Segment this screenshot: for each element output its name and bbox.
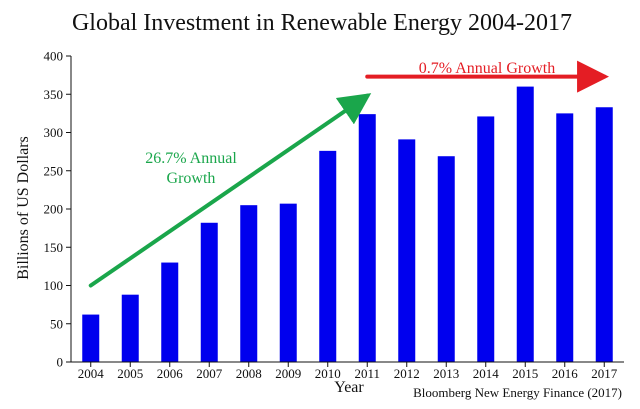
- x-tick-label-2005: 2005: [117, 366, 143, 381]
- bar-2005: [121, 294, 139, 362]
- y-tick-label-350: 350: [44, 87, 64, 102]
- bar-2014: [477, 116, 495, 362]
- chart-title: Global Investment in Renewable Energy 20…: [72, 10, 572, 36]
- annotation-text-right-line-1: 0.7% Annual Growth: [419, 60, 555, 77]
- y-tick-label-50: 50: [50, 316, 63, 331]
- bar-2004: [82, 314, 100, 362]
- x-tick-label-2016: 2016: [552, 366, 579, 381]
- annotation-arrow-left: [88, 93, 372, 288]
- bar-2017: [595, 107, 613, 362]
- bar-2013: [437, 156, 455, 362]
- y-tick-label-400: 400: [44, 49, 64, 64]
- y-axis-title: Billions of US Dollars: [15, 136, 32, 280]
- x-axis-title: Year: [334, 379, 364, 396]
- y-tick-label-100: 100: [44, 278, 64, 293]
- bars-layer: [82, 86, 613, 363]
- annotations-layer: 26.7% Annual Growth 0.7% Annual Growth: [88, 60, 610, 288]
- bar-2009: [279, 203, 297, 362]
- x-tick-label-2006: 2006: [157, 366, 184, 381]
- x-tick-label-2014: 2014: [473, 366, 500, 381]
- y-tick-label-200: 200: [44, 202, 64, 217]
- x-tick-label-2007: 2007: [196, 366, 223, 381]
- axes-layer: 0 50 100 150 200 250 300 350 400 2004 2005 2006 2007…: [44, 49, 624, 381]
- y-tick-label-250: 250: [44, 163, 64, 178]
- x-tick-label-2009: 2009: [275, 366, 301, 381]
- annotation-text-left-line-2: Growth: [167, 170, 216, 187]
- annotation-text-left: 26.7% Annual Growth: [145, 150, 237, 187]
- x-tick-label-2013: 2013: [433, 366, 459, 381]
- x-tick-label-2015: 2015: [512, 366, 538, 381]
- bar-2006: [161, 262, 179, 362]
- bar-2007: [200, 222, 218, 362]
- bar-2011: [358, 114, 376, 362]
- x-tick-label-2010: 2010: [315, 366, 341, 381]
- x-tick-label-2011: 2011: [354, 366, 380, 381]
- y-tick-label-150: 150: [44, 240, 64, 255]
- bar-2010: [319, 150, 337, 362]
- y-tick-label-300: 300: [44, 125, 64, 140]
- y-tick-label-0: 0: [57, 355, 64, 370]
- bar-2012: [398, 139, 416, 362]
- x-tick-label-2008: 2008: [236, 366, 262, 381]
- x-tick-label-2017: 2017: [591, 366, 618, 381]
- annotation-text-left-line-1: 26.7% Annual: [145, 150, 237, 167]
- annotation-text-right: 0.7% Annual Growth: [419, 60, 555, 77]
- bar-2016: [556, 113, 574, 363]
- x-tick-label-2004: 2004: [78, 366, 105, 381]
- bar-2015: [516, 86, 534, 362]
- bar-2008: [240, 205, 258, 362]
- x-tick-label-2012: 2012: [394, 366, 420, 381]
- source-label: Bloomberg New Energy Finance (2017): [413, 385, 622, 400]
